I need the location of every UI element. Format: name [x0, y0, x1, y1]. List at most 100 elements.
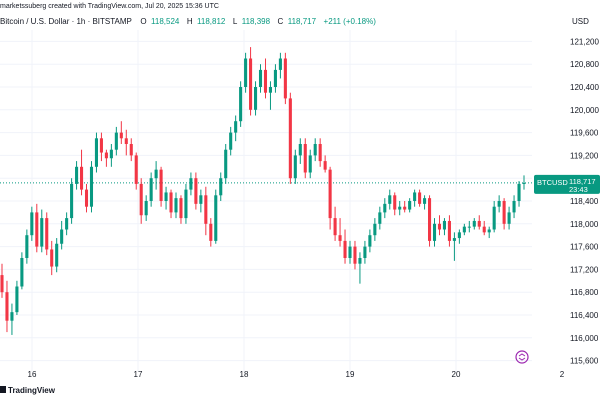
candle-body — [432, 223, 437, 241]
logo-text: TradingView — [8, 386, 56, 395]
candle-body — [214, 195, 218, 241]
candles — [0, 47, 526, 335]
candle-body — [492, 206, 496, 230]
candle-body — [512, 201, 516, 213]
low-label: L — [233, 17, 238, 26]
candle-body — [442, 220, 446, 230]
y-tick-label: 120,800 — [570, 60, 599, 69]
candle-body — [303, 144, 307, 173]
candle-body — [363, 246, 367, 258]
x-tick-label: 20 — [452, 370, 461, 379]
header-credit: marketssuberg created with TradingView.c… — [0, 3, 219, 10]
candle-body — [283, 58, 287, 99]
candle-body — [298, 144, 302, 156]
candle-body — [482, 226, 486, 233]
y-tick-label: 119,600 — [570, 129, 599, 138]
x-tick-label: 2 — [560, 370, 565, 379]
header-symbol: Bitcoin / U.S. Dollar · 1h · BITSTAMP — [0, 17, 132, 26]
candle-body — [234, 121, 238, 133]
candle-body — [60, 229, 64, 244]
candle-body — [50, 249, 54, 267]
candle-body — [273, 69, 277, 87]
candle-body — [452, 238, 456, 241]
candle-body — [249, 58, 253, 110]
candle-body — [244, 58, 248, 87]
candle-body — [30, 212, 34, 236]
candle-body — [263, 69, 268, 93]
y-tick-label: 119,200 — [570, 151, 599, 160]
y-tick-label: 116,400 — [570, 311, 599, 320]
candle-body — [447, 220, 451, 241]
high-label: H — [187, 17, 193, 26]
candle-body — [258, 69, 263, 87]
candle-body — [70, 183, 74, 219]
candle-body — [413, 192, 417, 201]
candle-body — [84, 189, 89, 207]
candle-body — [418, 192, 422, 204]
candle-body — [139, 183, 143, 216]
candle-body — [428, 198, 432, 241]
candle-body — [268, 87, 272, 93]
candle-body — [229, 132, 233, 150]
candle-body — [383, 203, 387, 213]
x-tick-label: 19 — [346, 370, 355, 379]
candle-body — [388, 195, 392, 204]
candle-body — [89, 166, 94, 207]
open-label: O — [140, 17, 146, 26]
grid-lines — [0, 30, 532, 372]
y-axis-ticks: 121,200 120,800 120,400 120,000 119,600 119,2… — [570, 37, 599, 365]
y-tick-label: 116,000 — [570, 334, 599, 343]
candle-body — [398, 206, 402, 210]
high-value: 118,812 — [197, 17, 226, 26]
candle-body — [323, 161, 327, 170]
candle-body — [10, 312, 14, 321]
candle-body — [288, 98, 292, 179]
candle-body — [219, 178, 223, 196]
candle-body — [318, 144, 322, 162]
candle-body — [457, 232, 461, 239]
close-label: C — [278, 17, 284, 26]
candle-body — [368, 235, 372, 247]
candle-body — [80, 166, 84, 190]
header-ohlc: Bitcoin / U.S. Dollar · 1h · BITSTAMP O … — [0, 11, 376, 28]
candle-body — [373, 223, 377, 236]
candle-body — [169, 192, 173, 213]
candle-body — [109, 149, 113, 159]
candle-body — [159, 169, 163, 201]
replay-icon[interactable] — [515, 350, 529, 364]
y-tick-label: 120,000 — [570, 106, 599, 115]
candle-body — [358, 258, 362, 264]
candle-body — [134, 155, 138, 184]
candle-body — [353, 246, 357, 264]
candle-body — [338, 235, 342, 241]
price-tag-symbol: BTCUSD — [537, 178, 568, 187]
y-tick-label: 121,200 — [570, 37, 599, 46]
candle-body — [55, 243, 59, 267]
candle-body — [15, 286, 19, 313]
price-tag-bg — [534, 174, 600, 194]
y-tick-label: 118,400 — [570, 197, 599, 206]
candle-body — [194, 178, 198, 204]
candle-body — [75, 166, 79, 184]
candle-body — [154, 169, 158, 179]
candle-body — [129, 144, 133, 156]
candle-body — [254, 87, 258, 110]
candle-body — [517, 183, 521, 201]
candle-body — [437, 223, 442, 230]
logo-mark — [0, 386, 6, 393]
candle-body — [507, 212, 511, 224]
price-tag-countdown: 23:43 — [569, 185, 588, 194]
price-tag-price: 118,717 — [569, 177, 596, 186]
candle-body — [343, 240, 347, 258]
change-value: +211 (+0.18%) — [324, 17, 377, 26]
tradingview-logo: TradingView — [0, 386, 56, 395]
candle-body — [502, 201, 506, 224]
candle-body — [189, 178, 193, 190]
candle-body — [99, 138, 103, 153]
y-tick-label: 120,400 — [570, 83, 599, 92]
candle-body — [239, 87, 243, 122]
candle-body — [5, 292, 9, 321]
candle-body — [224, 149, 228, 179]
candle-body — [209, 223, 213, 241]
